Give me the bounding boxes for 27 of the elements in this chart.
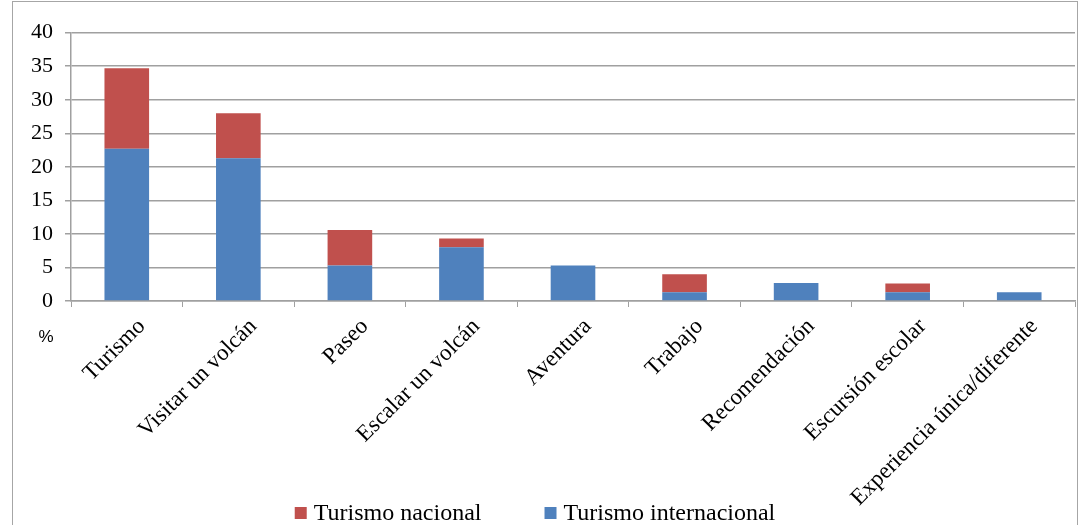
y-tick-label: 40 (31, 18, 53, 44)
bar (104, 68, 150, 149)
bar (550, 265, 596, 301)
bar (885, 283, 930, 293)
bar (662, 274, 707, 293)
bar (327, 229, 373, 266)
bar (885, 292, 930, 301)
y-tick-label: 35 (31, 52, 53, 78)
y-axis-title: % (38, 326, 54, 346)
bar (662, 292, 707, 301)
bar (327, 265, 373, 301)
bar (216, 113, 261, 159)
bar (104, 148, 150, 301)
legend-label: Turismo nacional (313, 499, 482, 525)
legend-label: Turismo internacional (563, 499, 776, 525)
y-tick-label: 25 (31, 119, 53, 145)
bar (439, 238, 484, 248)
y-tick-label: 20 (31, 152, 53, 178)
bar (996, 292, 1042, 301)
y-tick-label: 5 (42, 253, 53, 279)
y-tick-label: 15 (31, 186, 53, 212)
y-tick-label: 10 (31, 219, 53, 245)
y-tick-label: 30 (31, 85, 53, 111)
bar (773, 282, 819, 301)
bar (216, 158, 261, 301)
y-tick-label: 0 (42, 286, 53, 312)
bar (439, 247, 484, 301)
